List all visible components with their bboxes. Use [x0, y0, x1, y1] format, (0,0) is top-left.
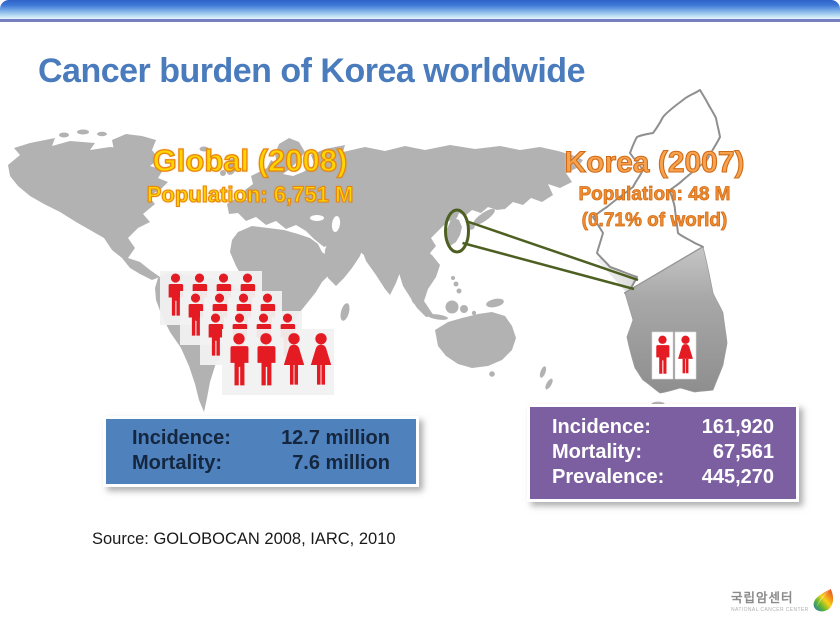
korea-peninsula-small: [446, 217, 462, 246]
stat-label: Incidence:: [132, 427, 231, 449]
stat-label: Prevalence:: [552, 466, 665, 488]
stat-row: Prevalence: 445,270: [530, 465, 796, 490]
stat-row: Incidence: 12.7 million: [106, 426, 416, 451]
south-korea-shape: [624, 246, 728, 394]
korea-annotation: Korea (2007) Population: 48 M (0.71% of …: [552, 145, 757, 232]
continent-africa: [230, 226, 336, 340]
ncc-logo-leaf-icon: [813, 589, 833, 612]
stat-value: 161,920: [701, 416, 774, 438]
stat-row: Incidence: 161,920: [530, 415, 796, 440]
india: [362, 250, 406, 295]
continent-eurasia: [227, 138, 583, 272]
korea-title: Korea (2007): [564, 145, 745, 179]
korea-stats-box: Incidence: 161,920 Mortality: 67,561 Pre…: [527, 404, 799, 502]
inland-seas: [310, 215, 341, 232]
zoom-callout-line-bottom: [462, 241, 635, 291]
greenland: [112, 134, 158, 167]
korea-population-icons: [651, 331, 697, 380]
zoom-callout-ellipse: [444, 208, 470, 254]
continents: [8, 129, 583, 412]
islands: [59, 129, 553, 390]
global-population: Population: 6,751 M: [146, 181, 354, 207]
source-citation: Source: GOLOBOCAN 2008, IARC, 2010: [92, 530, 396, 548]
page-title: Cancer burden of Korea worldwide: [38, 52, 585, 90]
arabian-peninsula: [324, 233, 364, 286]
stat-row: Mortality: 67,561: [530, 440, 796, 465]
north-korea-outline: [592, 89, 721, 294]
ncc-logo-korean-name: 국립암센터: [731, 591, 794, 605]
global-annotation: Global (2008) Population: 6,751 M: [95, 142, 405, 208]
korea-world-share: (0.71% of world): [581, 210, 728, 232]
stat-label: Incidence:: [552, 416, 651, 438]
ncc-logo-english-name: NATIONAL CANCER CENTER: [731, 607, 809, 613]
stat-value: 12.7 million: [281, 427, 390, 449]
top-accent-bar: [0, 0, 840, 22]
stat-label: Mortality:: [552, 441, 642, 463]
korea-map-enlarged: [592, 89, 728, 409]
zoom-callout-line-top: [465, 219, 639, 282]
korea-population: Population: 48 M: [578, 184, 731, 206]
stat-value: 7.6 million: [292, 452, 390, 474]
australia: [435, 312, 516, 368]
stat-label: Mortality:: [132, 452, 222, 474]
continent-north-america: [8, 138, 168, 280]
stat-value: 67,561: [712, 441, 774, 463]
ncc-logo: 국립암센터 NATIONAL CANCER CENTER: [731, 587, 835, 614]
stat-row: Mortality: 7.6 million: [106, 451, 416, 476]
global-population-crowd: [160, 271, 334, 395]
southeast-asia: [399, 253, 440, 317]
world-map: [8, 129, 583, 412]
stat-value: 445,270: [701, 466, 774, 488]
global-title: Global (2008): [152, 142, 348, 178]
global-stats-box: Incidence: 12.7 million Mortality: 7.6 m…: [103, 416, 419, 487]
